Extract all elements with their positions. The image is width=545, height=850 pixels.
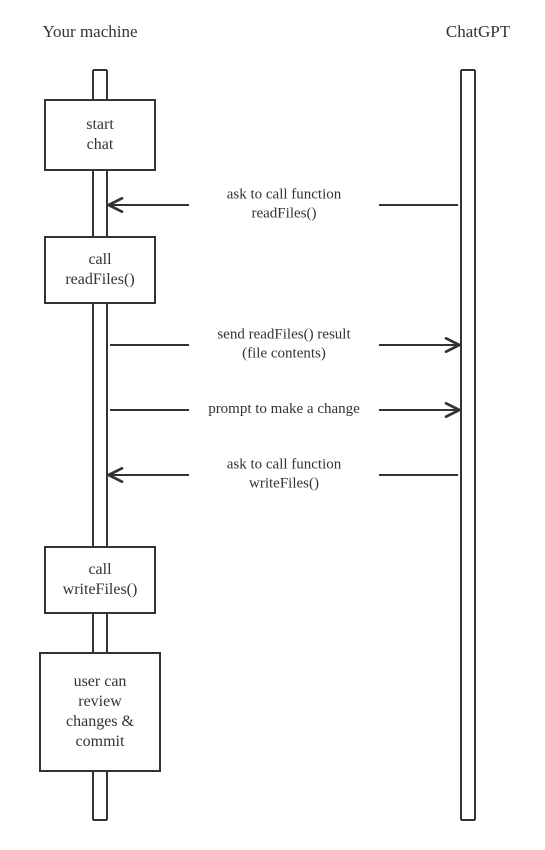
message-label-msg-ask-read: ask to call functionreadFiles() (227, 187, 342, 222)
message-label-msg-prompt: prompt to make a change (208, 401, 360, 417)
header-right: ChatGPT (446, 22, 511, 41)
message-label-msg-ask-write: ask to call functionwriteFiles() (227, 457, 342, 492)
message-label-msg-send-read: send readFiles() result(file contents) (217, 327, 351, 362)
sequence-diagram: Your machineChatGPTstartchatcallreadFile… (0, 0, 545, 850)
header-left: Your machine (42, 22, 137, 41)
